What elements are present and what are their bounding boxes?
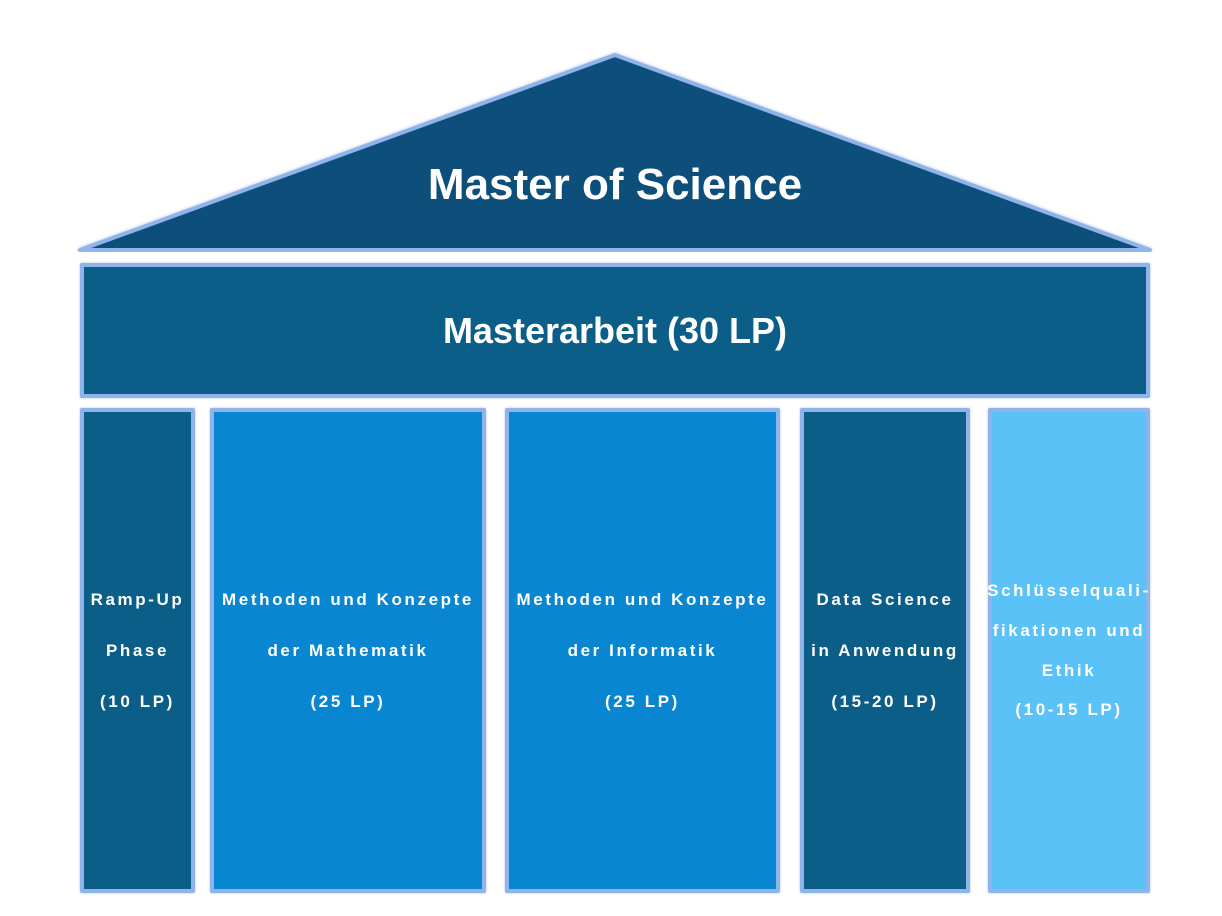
svg-text:Master of Science: Master of Science [428,160,802,209]
